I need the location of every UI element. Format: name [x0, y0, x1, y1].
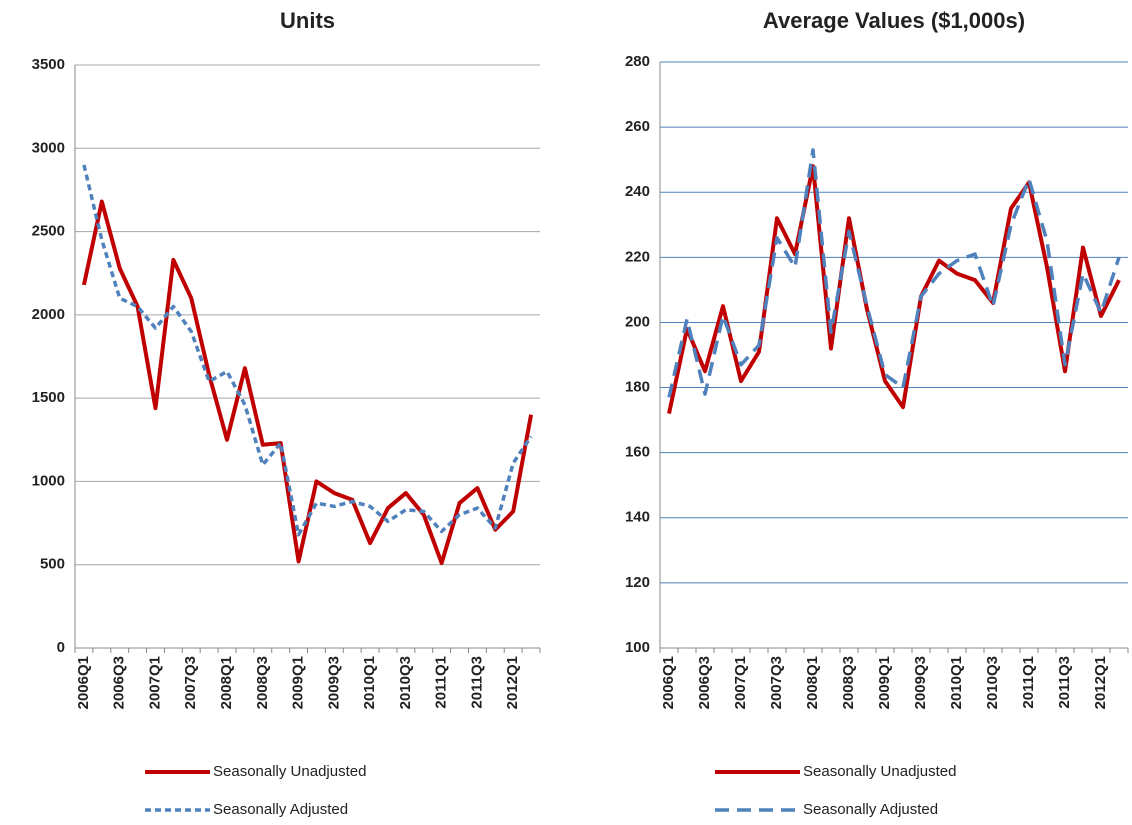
x-tick-label: 2011Q3	[468, 656, 485, 709]
y-tick-label: 500	[40, 556, 65, 573]
series-line	[82, 164, 533, 537]
x-tick-label: 2007Q3	[768, 656, 785, 709]
series-line	[667, 148, 1121, 398]
legend-label: Seasonally Adjusted	[803, 801, 938, 818]
x-tick-label: 2006Q1	[660, 656, 677, 709]
y-tick-label: 3500	[32, 56, 65, 73]
x-tick-label: 2009Q1	[876, 656, 893, 709]
legend-label: Seasonally Unadjusted	[213, 763, 366, 780]
y-tick-label: 160	[625, 444, 650, 461]
x-tick-label: 2009Q3	[325, 656, 342, 709]
x-tick-label: 2009Q3	[912, 656, 929, 709]
y-tick-label: 260	[625, 118, 650, 135]
legend-label: Seasonally Unadjusted	[803, 763, 956, 780]
y-tick-label: 220	[625, 248, 650, 265]
y-tick-label: 140	[625, 509, 650, 526]
y-tick-label: 2500	[32, 223, 65, 240]
chart-title: Units	[280, 8, 335, 33]
x-tick-label: 2008Q3	[254, 656, 271, 709]
x-tick-label: 2010Q3	[984, 656, 1001, 709]
x-tick-label: 2007Q3	[182, 656, 199, 709]
x-tick-label: 2007Q1	[146, 656, 163, 709]
x-tick-label: 2010Q3	[397, 656, 414, 709]
x-tick-label: 2006Q1	[75, 656, 92, 709]
x-tick-label: 2011Q3	[1056, 656, 1073, 709]
y-tick-label: 1000	[32, 472, 65, 489]
x-tick-label: 2011Q1	[433, 656, 450, 709]
x-tick-label: 2006Q3	[696, 656, 713, 709]
y-tick-label: 2000	[32, 306, 65, 323]
x-tick-label: 2010Q1	[948, 656, 965, 709]
series-line	[81, 199, 534, 566]
legend-label: Seasonally Adjusted	[213, 801, 348, 818]
y-tick-label: 180	[625, 379, 650, 396]
y-tick-label: 0	[57, 639, 65, 656]
y-tick-label: 120	[625, 574, 650, 591]
series-line	[667, 164, 1121, 415]
x-tick-label: 2006Q3	[111, 656, 128, 709]
y-tick-label: 3000	[32, 139, 65, 156]
x-tick-label: 2008Q1	[804, 656, 821, 709]
x-tick-label: 2012Q1	[1092, 656, 1109, 709]
x-tick-label: 2009Q1	[290, 656, 307, 709]
x-tick-label: 2008Q3	[840, 656, 857, 709]
y-tick-label: 100	[625, 639, 650, 656]
y-tick-label: 280	[625, 53, 650, 70]
x-tick-label: 2012Q1	[504, 656, 521, 709]
y-tick-label: 1500	[32, 389, 65, 406]
x-tick-label: 2011Q1	[1020, 656, 1037, 709]
y-tick-label: 240	[625, 183, 650, 200]
x-tick-label: 2008Q1	[218, 656, 235, 709]
chart-title: Average Values ($1,000s)	[763, 8, 1025, 33]
x-tick-label: 2010Q1	[361, 656, 378, 709]
y-tick-label: 200	[625, 313, 650, 330]
x-tick-label: 2007Q1	[732, 656, 749, 709]
